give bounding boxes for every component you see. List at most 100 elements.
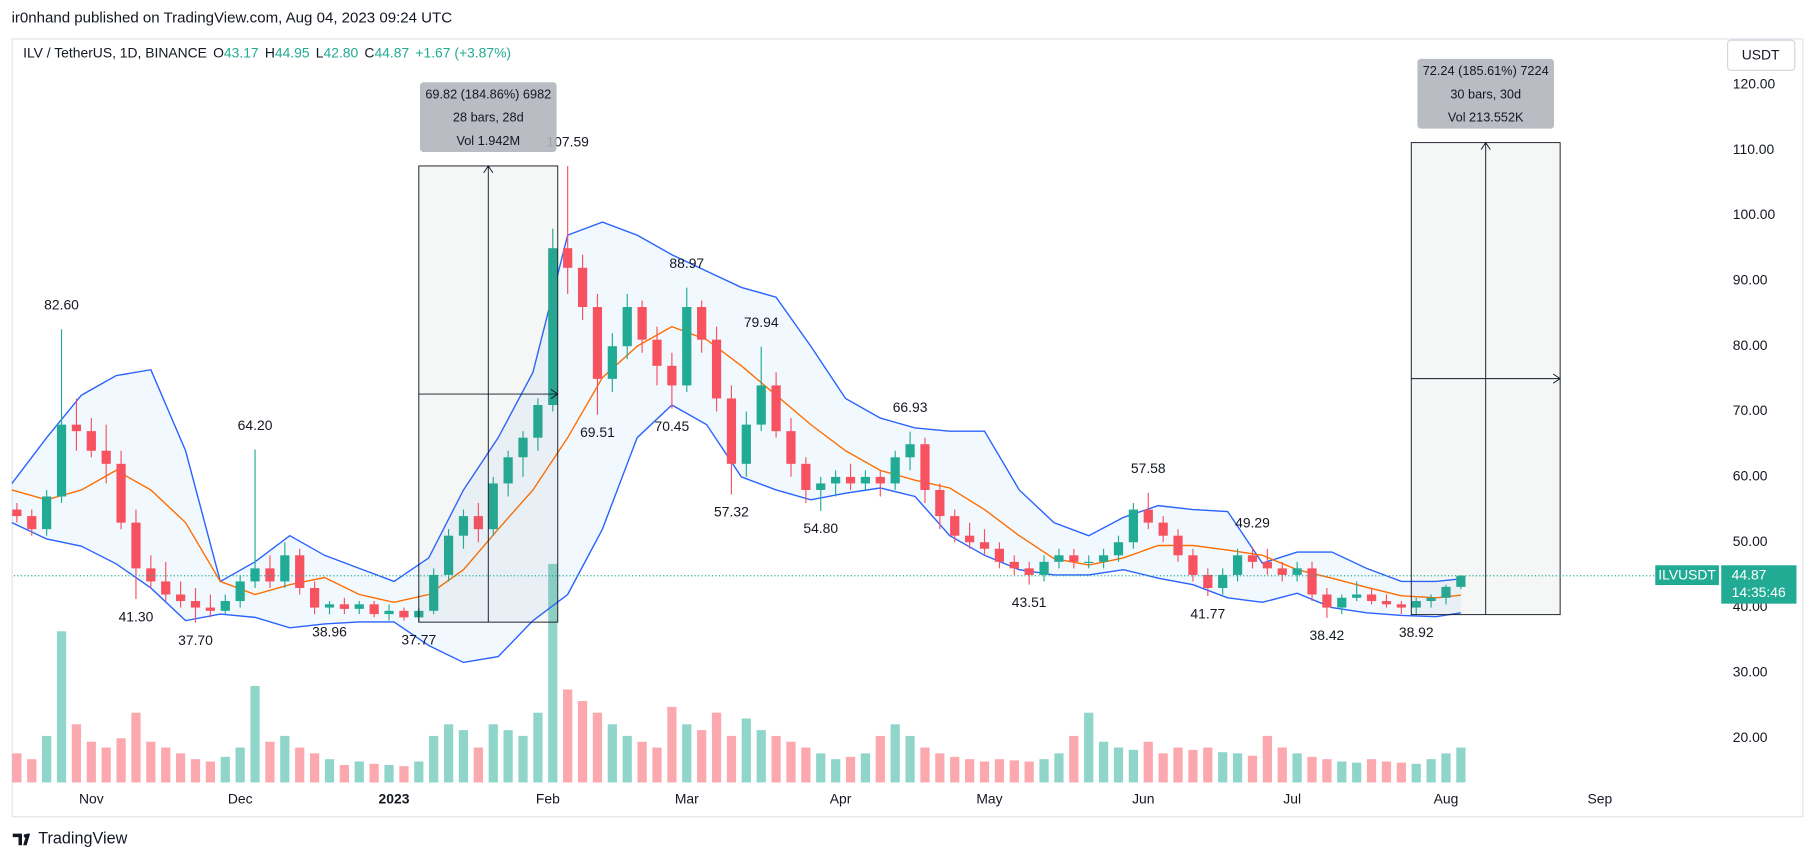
y-tick-label: 30.00 (1733, 664, 1768, 680)
measure-info-box (419, 82, 557, 152)
candle-body (533, 405, 543, 438)
low-label: 43.51 (1012, 594, 1047, 610)
volume-bar (667, 706, 677, 783)
candle-body (161, 581, 171, 595)
candle-body (518, 437, 528, 458)
candle-body (220, 601, 230, 611)
ohlc-key: C (364, 44, 374, 60)
volume-bar (1247, 755, 1258, 783)
high-label: 66.93 (893, 399, 928, 415)
x-tick-label: Aug (1434, 791, 1459, 807)
volume-bar (801, 747, 811, 783)
candle-body (339, 604, 349, 609)
volume-bar (488, 724, 498, 783)
volume-bar (756, 730, 766, 783)
volume-bar (786, 741, 796, 783)
candle-body (146, 568, 156, 582)
candle-body (592, 307, 603, 379)
candle-body (295, 555, 305, 588)
y-tick-label: 70.00 (1733, 402, 1768, 418)
volume-bar (622, 735, 632, 783)
high-label: 64.20 (238, 417, 273, 433)
volume-bar (1128, 749, 1138, 783)
volume-bar (250, 685, 260, 783)
candle-body (652, 339, 662, 366)
candle-body (697, 307, 707, 340)
volume-bar (205, 761, 216, 783)
footer-logo: TradingView (12, 830, 128, 848)
volume-bar (1381, 761, 1392, 783)
volume-bar (86, 741, 96, 783)
publish-info: ir0nhand published on TradingView.com, A… (12, 10, 453, 27)
x-tick-label: Feb (536, 791, 560, 807)
candle-body (637, 307, 647, 340)
currency-button[interactable]: USDT (1727, 39, 1796, 71)
volume-bar (1039, 759, 1049, 783)
candle-body (771, 385, 781, 432)
candle-body (726, 398, 737, 464)
volume-bar (1441, 753, 1451, 783)
high-label: 82.60 (44, 297, 79, 313)
y-tick-label: 120.00 (1733, 76, 1776, 92)
low-label: 37.77 (401, 631, 436, 647)
low-label: 54.80 (803, 520, 838, 536)
candle-body (831, 476, 841, 484)
volume-bar (295, 747, 305, 783)
volume-bar (131, 712, 141, 783)
candle-body (816, 483, 826, 490)
candle-body (860, 476, 871, 484)
volume-bar (950, 756, 960, 783)
candle-body (1009, 561, 1019, 569)
candle-body (101, 450, 111, 464)
volume-bar (324, 759, 335, 783)
candle-body (920, 444, 930, 490)
x-tick-label: Jun (1132, 791, 1154, 807)
x-tick-label: Dec (228, 791, 253, 807)
candle-body (1396, 604, 1406, 608)
volume-bar (860, 753, 871, 783)
symbol-tag (1655, 565, 1719, 586)
measure-info: 30 bars, 30d (1450, 86, 1521, 101)
band-fill (11, 222, 1461, 663)
candle-body (577, 267, 588, 308)
chart-frame (11, 38, 1804, 818)
candle-body (979, 542, 990, 549)
symbol-title: ILV / TetherUS, 1D, BINANCE (23, 44, 207, 60)
low-label: 38.42 (1310, 627, 1345, 643)
candle-body (1456, 575, 1466, 587)
candle-body (86, 431, 96, 451)
x-tick-label: Sep (1587, 791, 1612, 807)
candle-body (965, 535, 975, 543)
candle-body (190, 601, 201, 608)
candle-body (1426, 597, 1436, 602)
currency-label[interactable]: USDT (1742, 46, 1780, 62)
candle-body (56, 424, 67, 497)
volume-bar (1024, 761, 1034, 783)
volume-bar (682, 724, 692, 783)
ohlc-value: 43.17 (224, 44, 259, 60)
candle-body (116, 463, 126, 523)
candle-body (801, 463, 811, 490)
price-tag (1721, 565, 1797, 604)
candle-body (1322, 594, 1332, 608)
volume-bar (1054, 753, 1064, 783)
volume-bar (12, 753, 22, 783)
volume-bar (1232, 753, 1243, 783)
volume-bar (1366, 759, 1377, 783)
volume-bar (146, 741, 156, 783)
candle-body (548, 248, 558, 406)
candle-body (1158, 522, 1168, 536)
x-tick-label: Apr (830, 791, 852, 807)
price-tag-countdown: 14:35:46 (1732, 584, 1786, 600)
volume-bar (56, 631, 67, 783)
low-label: 69.51 (580, 424, 615, 440)
currency-button-box[interactable] (1727, 39, 1796, 71)
ohlc-value: 42.80 (324, 44, 359, 60)
x-tick-label: Mar (675, 791, 699, 807)
candle-body (27, 516, 37, 530)
candle-body (265, 568, 275, 582)
volume-bar (1307, 756, 1317, 783)
measure-info: 28 bars, 28d (453, 110, 524, 125)
candle-body (42, 496, 52, 530)
y-tick-label: 20.00 (1733, 729, 1768, 745)
